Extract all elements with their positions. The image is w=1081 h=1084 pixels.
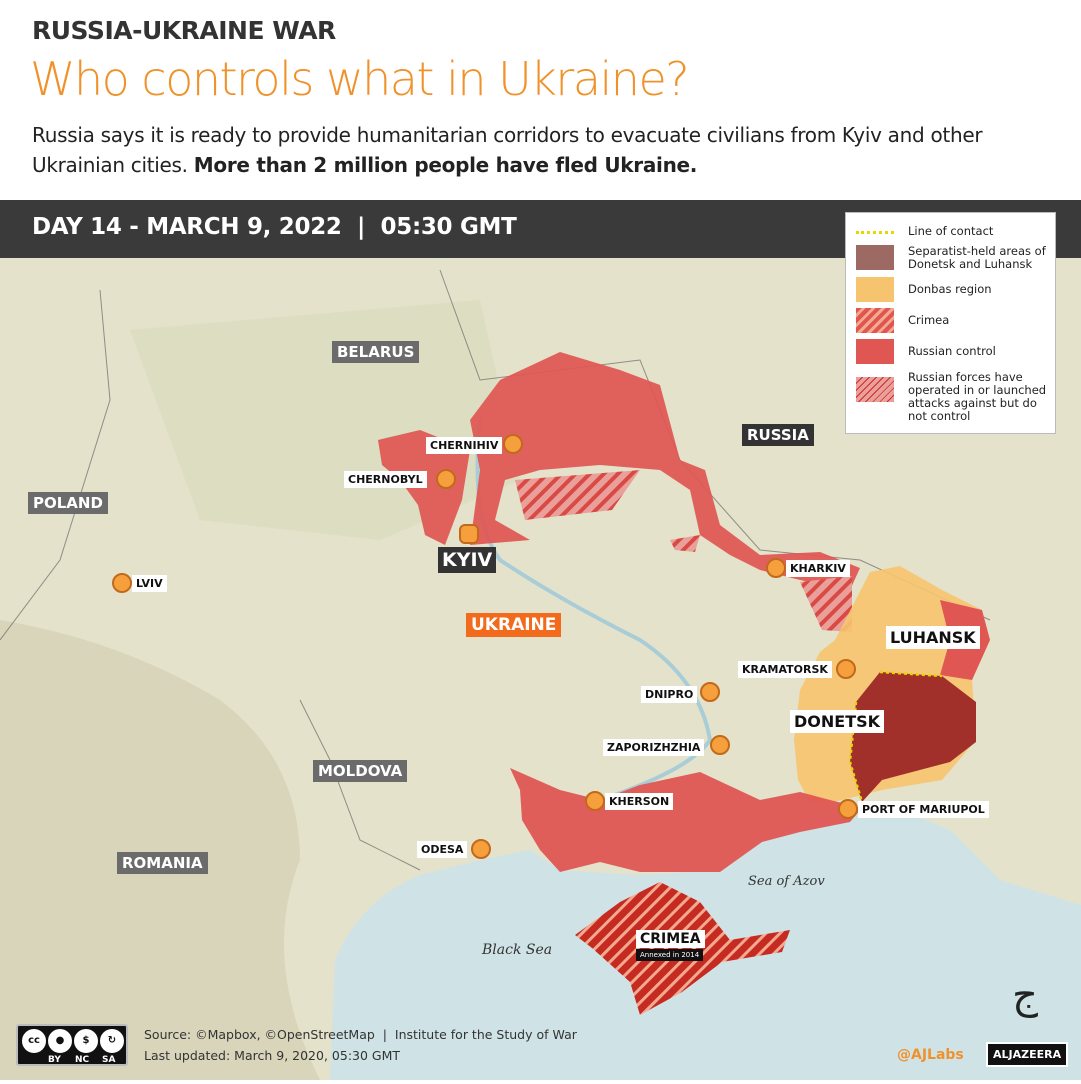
country-label-moldova: MOLDOVA [313, 760, 408, 782]
subtitle-text: Russia says it is ready to provide human… [32, 123, 983, 177]
legend-swatch-crimea [856, 308, 894, 333]
city-label-kramatorsk: KRAMATORSK [738, 661, 832, 678]
subtitle-bold: More than 2 million people have fled Ukr… [193, 153, 698, 177]
capital-marker-kyiv[interactable] [459, 524, 479, 544]
country-label-ukraine: UKRAINE [466, 613, 562, 637]
kicker: RUSSIA-UKRAINE WAR [32, 16, 336, 45]
city-marker-mariupol[interactable] [838, 799, 858, 819]
city-marker-dnipro[interactable] [700, 682, 720, 702]
city-label-mariupol: PORT OF MARIUPOL [858, 801, 989, 818]
header: RUSSIA-UKRAINE WAR Who controls what in … [0, 0, 1081, 200]
city-marker-chernihiv[interactable] [503, 434, 523, 454]
legend-swatch-russian-control [856, 339, 894, 364]
country-label-belarus: BELARUS [332, 341, 420, 363]
separatist-area [850, 672, 976, 802]
by-label: BY [48, 1055, 61, 1065]
legend: Line of contact Separatist-held areas of… [845, 212, 1056, 434]
city-label-chernobyl: CHERNOBYL [344, 471, 427, 488]
city-label-chernihiv: CHERNIHIV [426, 437, 503, 454]
sea-label-azov: Sea of Azov [748, 874, 825, 889]
highlands [0, 620, 320, 1080]
date-text: DAY 14 - MARCH 9, 2022 | 05:30 GMT [32, 214, 517, 240]
city-marker-kherson[interactable] [585, 791, 605, 811]
sa-label: SA [102, 1055, 116, 1065]
legend-item-line-of-contact: Line of contact [856, 225, 993, 238]
last-updated: Last updated: March 9, 2020, 05:30 GMT [144, 1048, 401, 1063]
city-label-kherson: KHERSON [605, 793, 674, 810]
city-label-odesa: ODESA [417, 841, 468, 858]
legend-swatch-attacked [856, 377, 894, 402]
region-label-donetsk: DONETSK [790, 710, 885, 733]
nc-icon: $ [74, 1029, 98, 1053]
aljazeera-logo: ALJAZEERA [986, 1042, 1069, 1067]
map: BELARUS RUSSIA POLAND UKRAINE MOLDOVA RO… [0, 258, 1081, 1080]
legend-label: Line of contact [908, 224, 994, 238]
legend-label: Separatist-held areas of Donetsk and Luh… [908, 244, 1046, 271]
legend-swatch-donbas [856, 277, 894, 302]
city-marker-zaporizhzhia[interactable] [710, 735, 730, 755]
hatched-small [670, 535, 700, 552]
city-marker-lviv[interactable] [112, 573, 132, 593]
country-label-russia: RUSSIA [742, 424, 814, 446]
city-label-dnipro: DNIPRO [641, 686, 698, 703]
hatched-kharkiv [800, 576, 852, 632]
cc-license-badge: cc ● $ ↻ BY NC SA [16, 1024, 128, 1066]
region-label-crimea: CRIMEA [636, 930, 705, 948]
city-label-kyiv: KYIV [438, 547, 497, 573]
city-marker-kharkiv[interactable] [766, 558, 786, 578]
legend-item-separatist: Separatist-held areas of Donetsk and Luh… [856, 245, 1055, 271]
nc-label: NC [75, 1055, 90, 1065]
region-note-crimea: Annexed in 2014 [636, 949, 704, 961]
sea-label-black: Black Sea [482, 942, 553, 958]
city-marker-odesa[interactable] [471, 839, 491, 859]
legend-label: Donbas region [908, 282, 992, 296]
hatched-east-chernihiv [515, 470, 640, 520]
city-marker-kramatorsk[interactable] [836, 659, 856, 679]
legend-item-crimea: Crimea [856, 308, 949, 333]
country-label-poland: POLAND [28, 492, 108, 514]
city-label-zaporizhzhia: ZAPORIZHZHIA [603, 739, 705, 756]
legend-swatch-line [856, 231, 894, 237]
cc-icon: cc [22, 1029, 46, 1053]
ajlabs-handle: @AJLabs [897, 1047, 964, 1063]
region-label-luhansk: LUHANSK [886, 626, 980, 649]
aljazeera-calligraphy-logo: ﺝ [1012, 972, 1038, 1018]
city-label-kharkiv: KHARKIV [786, 560, 850, 577]
source-text: Source: ©Mapbox, ©OpenStreetMap | Instit… [144, 1027, 577, 1042]
legend-item-russian-control: Russian control [856, 339, 996, 364]
legend-item-donbas: Donbas region [856, 277, 992, 302]
legend-label: Russian control [908, 344, 996, 358]
subtitle: Russia says it is ready to provide human… [32, 120, 1032, 180]
city-label-lviv: LVIV [132, 575, 167, 592]
country-label-romania: ROMANIA [117, 852, 208, 874]
city-marker-chernobyl[interactable] [436, 469, 456, 489]
map-svg [0, 258, 1081, 1080]
legend-item-attacked: Russian forces have operated in or launc… [856, 371, 1048, 423]
legend-swatch-separatist [856, 245, 894, 270]
by-icon: ● [48, 1029, 72, 1053]
legend-label: Russian forces have operated in or launc… [908, 370, 1047, 423]
russian-control-south [510, 768, 862, 872]
sa-icon: ↻ [100, 1029, 124, 1053]
page-title: Who controls what in Ukraine? [30, 52, 690, 106]
legend-label: Crimea [908, 313, 950, 327]
russian-control-north [470, 352, 860, 590]
crimea-area [575, 882, 790, 1015]
